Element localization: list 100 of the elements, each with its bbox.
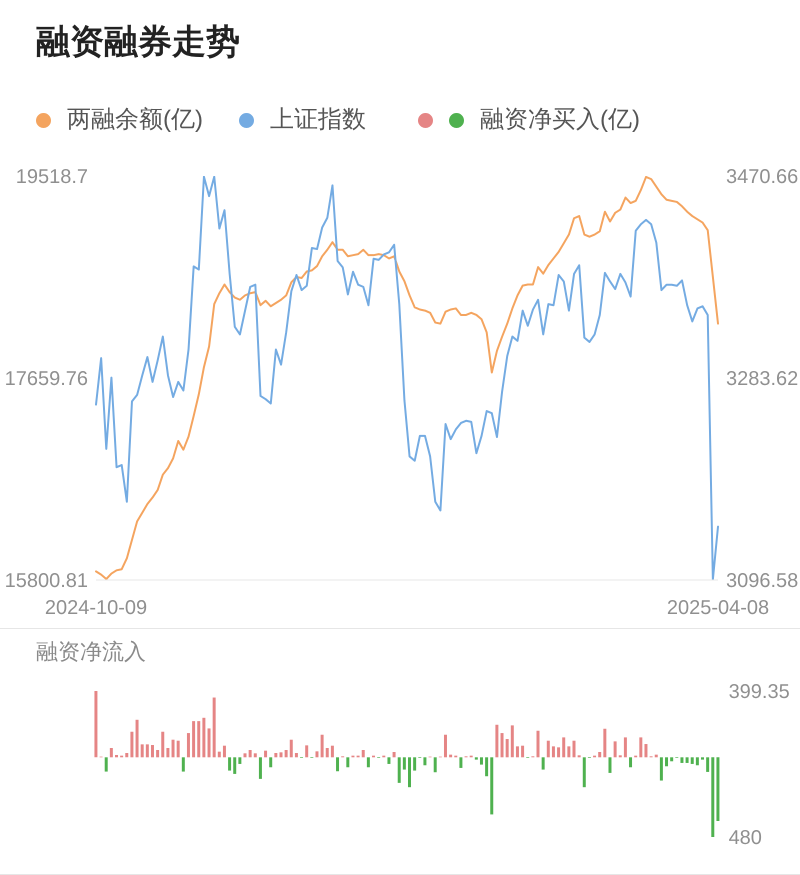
y-tick-label: 15800.81 [4, 570, 88, 592]
bar [326, 748, 329, 758]
bar [244, 753, 247, 758]
bar [346, 757, 350, 768]
bar [156, 750, 160, 758]
bar [542, 757, 545, 770]
bar [104, 757, 108, 772]
bar [490, 757, 494, 814]
bar [320, 734, 324, 758]
bar [212, 698, 216, 758]
bar [166, 748, 170, 758]
bar [186, 733, 190, 758]
chart-title: 融资融券走势 [36, 22, 240, 63]
bar [387, 757, 390, 764]
y2-tick-label: 3283.62 [726, 368, 798, 390]
bar [449, 754, 452, 758]
bar [315, 751, 318, 758]
bar [146, 744, 149, 758]
bar [665, 757, 668, 766]
bar [644, 744, 648, 758]
bar [114, 754, 118, 758]
bar [254, 753, 257, 758]
bar [362, 750, 365, 758]
bar [521, 746, 524, 758]
bar [639, 737, 642, 758]
bar [552, 746, 555, 758]
bar [284, 750, 288, 758]
bar [716, 757, 720, 822]
bar [536, 730, 540, 758]
bar [172, 740, 175, 758]
bar [248, 750, 252, 758]
bar [686, 757, 689, 763]
bar [192, 721, 196, 758]
bar [680, 757, 684, 763]
bar [150, 745, 154, 758]
bar [398, 757, 401, 783]
bar [233, 757, 236, 774]
y2-tick-label: 3096.58 [726, 570, 798, 592]
legend-label: 上证指数 [270, 105, 366, 135]
bar [330, 746, 334, 758]
bar [516, 746, 519, 758]
bar [603, 728, 606, 758]
bar [598, 752, 602, 758]
bar [654, 754, 658, 758]
bar [510, 725, 514, 758]
bar [614, 741, 617, 758]
bar [94, 691, 98, 758]
legend-label: 两融余额(亿) [67, 105, 203, 135]
bar [711, 757, 714, 837]
bar [136, 720, 139, 758]
x-tick-label: 2024-10-09 [44, 597, 148, 620]
bar [629, 757, 632, 768]
legend-label: 融资净买入(亿) [480, 105, 640, 135]
bar [264, 750, 268, 758]
bar [546, 740, 550, 758]
y2-tick-label: 3470.66 [726, 166, 798, 188]
bar [208, 728, 211, 758]
bar [608, 757, 612, 773]
bar [434, 757, 437, 772]
bar [670, 757, 674, 762]
bar [110, 748, 113, 758]
bar [690, 757, 694, 764]
bar [305, 745, 308, 758]
bar [366, 757, 370, 768]
y-tick-label: 19518.7 [16, 166, 88, 188]
bar [279, 752, 282, 758]
bar [572, 740, 576, 758]
bar [485, 757, 488, 776]
bar [258, 757, 262, 779]
bar [182, 757, 185, 772]
bar [274, 752, 278, 758]
bar [408, 757, 411, 788]
bar [290, 740, 293, 758]
bar [130, 732, 134, 758]
y-tick-label: 480 [728, 827, 762, 850]
bar [197, 721, 200, 758]
bar [202, 718, 206, 758]
x-tick-label: 2025-04-08 [666, 597, 770, 620]
bar [444, 734, 447, 758]
bar [294, 752, 298, 758]
bar [660, 757, 663, 781]
bar [480, 757, 483, 765]
line-series [95, 176, 719, 580]
bar [557, 747, 560, 758]
bar [392, 752, 396, 758]
bar [222, 746, 226, 758]
bar [562, 737, 566, 758]
bar [176, 740, 180, 758]
y-tick-label: 399.35 [728, 681, 790, 704]
bar [459, 757, 462, 768]
bar [125, 752, 128, 758]
bar [506, 739, 509, 758]
bar [238, 757, 242, 764]
bar [500, 733, 504, 758]
bar [336, 757, 340, 772]
bar [706, 757, 710, 772]
bar [582, 757, 586, 788]
bar [269, 757, 272, 768]
y-tick-label: 17659.76 [4, 368, 88, 390]
bar [228, 757, 232, 771]
